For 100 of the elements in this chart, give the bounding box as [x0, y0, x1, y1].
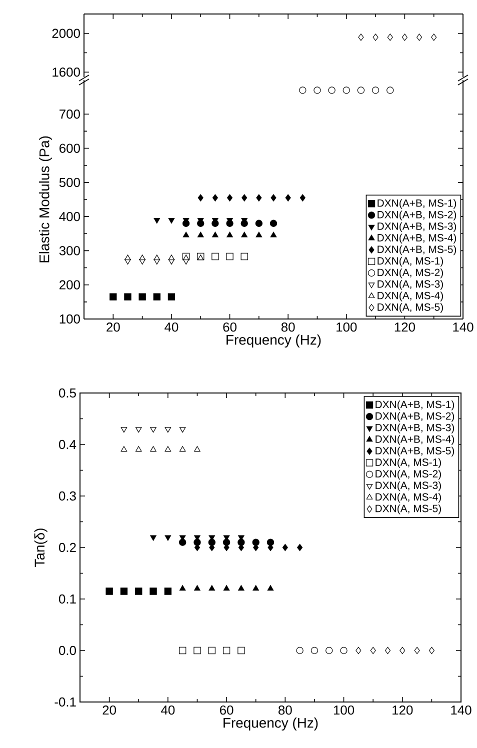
point: [414, 646, 420, 654]
point: [325, 646, 333, 654]
y-tick-label: 0.5: [58, 388, 76, 398]
y-axis-title: Tan(δ): [34, 528, 48, 567]
point: [150, 535, 156, 541]
point: [178, 646, 186, 654]
point: [226, 194, 232, 202]
y-tick-label: 300: [59, 246, 80, 256]
x-tick-label: 80: [281, 322, 295, 332]
point: [164, 446, 172, 452]
point: [400, 646, 406, 654]
point: [296, 646, 304, 654]
legend-label: DXN(A, MS-4): [378, 292, 443, 302]
point: [164, 427, 172, 433]
point: [256, 232, 262, 238]
y-tick-label: 600: [59, 144, 80, 153]
point: [299, 86, 306, 94]
point: [266, 538, 274, 546]
point: [252, 538, 260, 546]
point: [208, 646, 216, 654]
y-tick-label: 0.0: [58, 646, 76, 656]
legend-label: DXN(A+B, MS-2): [376, 412, 454, 422]
x-tick-label: 140: [451, 706, 472, 715]
x-tick-label: 120: [392, 706, 413, 715]
point: [194, 446, 200, 452]
point: [135, 446, 142, 452]
y-tick-label: 0.3: [58, 491, 76, 501]
point: [197, 232, 204, 238]
legend-label: DXN(A+B, MS-2): [378, 210, 456, 220]
point: [106, 588, 113, 595]
y-tick-label: 100: [60, 314, 80, 324]
point: [212, 232, 218, 238]
point: [270, 232, 277, 238]
point: [242, 194, 248, 202]
legend-label: DXN(A+B, MS-3): [376, 424, 454, 434]
x-tick-label: 100: [334, 706, 354, 715]
point: [164, 535, 172, 541]
x-tick-label: 100: [336, 322, 357, 332]
point: [300, 194, 306, 202]
point: [150, 427, 156, 433]
point: [164, 588, 172, 595]
x-tick-label: 80: [278, 706, 292, 715]
legend-label: DXN(A, MS-1): [378, 256, 443, 267]
y-tick-label: 0.2: [58, 542, 76, 552]
legend-label: DXN(A+B, MS-4): [376, 435, 454, 445]
legend-label: DXN(A+B, MS-4): [378, 234, 456, 244]
legend-label: DXN(A+B, MS-3): [378, 222, 456, 232]
point: [178, 538, 186, 546]
x-tick-label: 20: [102, 706, 116, 715]
point: [194, 646, 201, 654]
point: [342, 86, 350, 94]
point: [256, 194, 262, 202]
point: [428, 646, 434, 654]
point: [168, 293, 175, 300]
y-tick-label: 400: [59, 212, 80, 222]
x-axis-title: Frequency (Hz): [226, 334, 321, 348]
point: [372, 86, 380, 94]
point: [212, 252, 219, 260]
point: [340, 646, 348, 654]
legend-label: DXN(A, MS-5): [376, 504, 441, 514]
point: [168, 254, 175, 260]
point: [168, 218, 175, 224]
point: [270, 194, 276, 202]
point: [270, 220, 278, 227]
point: [197, 254, 204, 260]
point: [212, 194, 218, 202]
x-tick-label: 40: [160, 706, 175, 715]
point: [252, 585, 259, 591]
y-tick-label: 500: [59, 178, 80, 188]
point: [226, 252, 234, 260]
point: [120, 588, 128, 595]
point: [134, 588, 142, 595]
y-tick-label: 2000: [52, 28, 80, 38]
point: [150, 588, 157, 595]
legend-label: DXN(A+B, MS-5): [376, 446, 454, 456]
legend-label: DXN(A+B, MS-1): [376, 400, 454, 410]
point: [120, 427, 128, 433]
legend-label: DXN(A+B, MS-1): [378, 199, 456, 209]
point: [238, 585, 244, 591]
point: [328, 86, 336, 94]
point: [314, 86, 321, 94]
x-tick-label: 140: [453, 322, 474, 332]
legend-label: DXN(A+B, MS-5): [378, 245, 456, 256]
point: [238, 646, 245, 654]
x-tick-label: 60: [223, 322, 236, 332]
point: [154, 254, 160, 260]
point: [179, 446, 186, 452]
point: [356, 646, 362, 654]
legend-label: DXN(A, MS-4): [376, 492, 441, 503]
point: [110, 293, 117, 300]
point: [384, 646, 390, 654]
legend-label: DXN(A, MS-3): [378, 280, 443, 290]
legend-label: DXN(A, MS-2): [378, 268, 443, 278]
point: [223, 585, 230, 591]
legend-label: DXN(A, MS-1): [376, 458, 441, 468]
point: [222, 646, 230, 654]
x-axis-title: Frequency (Hz): [224, 718, 318, 731]
point: [386, 86, 394, 94]
y-tick-label: -0.1: [54, 697, 76, 707]
x-tick-label: 40: [164, 322, 178, 332]
